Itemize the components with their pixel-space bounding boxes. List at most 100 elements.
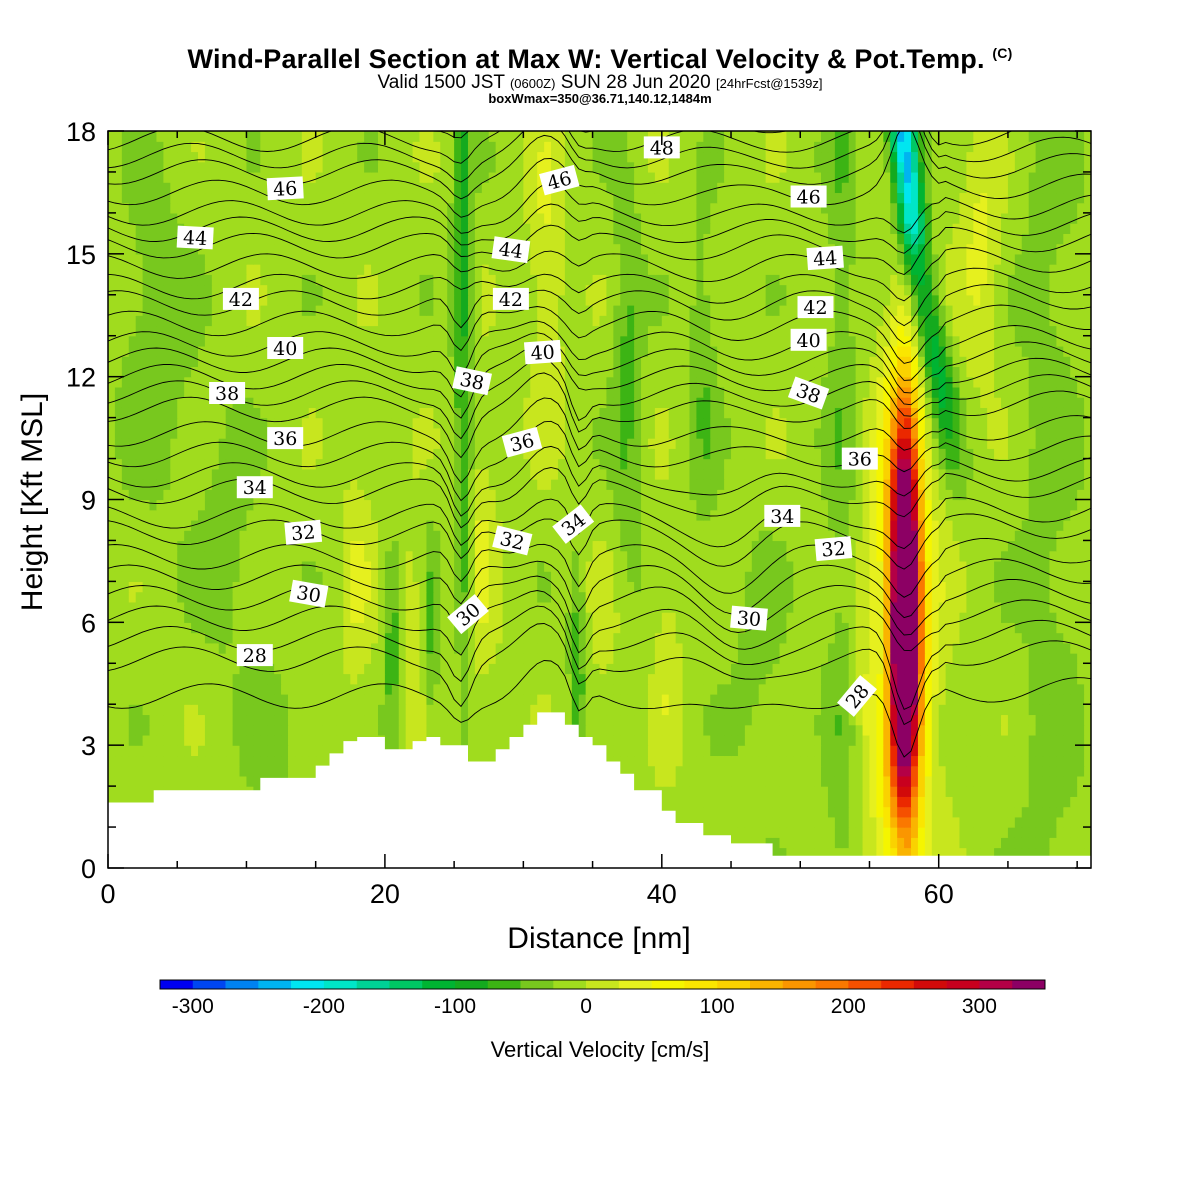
field-cell bbox=[848, 734, 857, 746]
field-cell bbox=[876, 837, 884, 849]
field-cell bbox=[287, 745, 296, 757]
field-cell bbox=[391, 591, 400, 603]
field-cell bbox=[557, 673, 566, 685]
field-cell bbox=[377, 581, 386, 593]
field-cell bbox=[827, 806, 836, 818]
field-cell bbox=[1063, 755, 1071, 767]
field-cell bbox=[834, 509, 843, 521]
field-cell bbox=[225, 724, 234, 736]
field-cell bbox=[149, 724, 158, 736]
field-cell bbox=[1077, 837, 1085, 849]
field-cell bbox=[758, 724, 767, 736]
field-cell bbox=[807, 601, 815, 613]
field-cell bbox=[641, 653, 649, 664]
field-cell bbox=[1042, 622, 1051, 634]
field-cell bbox=[557, 509, 566, 521]
field-cell bbox=[945, 755, 954, 767]
field-cell bbox=[481, 581, 490, 593]
field-cell bbox=[1070, 693, 1078, 705]
field-cell bbox=[613, 653, 621, 664]
field-cell bbox=[668, 622, 677, 634]
field-cell bbox=[661, 581, 670, 593]
field-cell bbox=[509, 571, 518, 582]
field-cell bbox=[917, 745, 926, 757]
field-cell bbox=[121, 745, 130, 757]
field-cell bbox=[1021, 816, 1030, 828]
field-cell bbox=[1035, 540, 1044, 552]
field-cell bbox=[1014, 704, 1023, 716]
field-cell bbox=[1084, 796, 1091, 808]
field-cell bbox=[661, 653, 670, 664]
chart-subtitle-box: boxWmax=350@36.71,140.12,1484m bbox=[488, 91, 712, 106]
field-cell bbox=[786, 601, 794, 613]
field-cell bbox=[287, 673, 296, 685]
field-cell bbox=[350, 663, 358, 675]
field-cell bbox=[350, 560, 358, 572]
field-cell bbox=[412, 693, 421, 705]
field-cell bbox=[135, 519, 144, 531]
field-cell bbox=[108, 714, 116, 726]
field-cell bbox=[675, 622, 684, 634]
field-cell bbox=[405, 591, 414, 603]
field-cell bbox=[211, 693, 220, 705]
field-cell bbox=[848, 560, 857, 572]
field-cell bbox=[737, 581, 746, 593]
field-cell bbox=[1007, 560, 1016, 572]
field-cell bbox=[731, 745, 739, 757]
field-cell bbox=[260, 622, 268, 634]
field-cell bbox=[384, 519, 393, 531]
field-cell bbox=[980, 693, 988, 705]
field-cell bbox=[350, 683, 358, 695]
field-cell bbox=[516, 612, 524, 623]
field-cell bbox=[841, 601, 850, 613]
field-cell bbox=[218, 622, 227, 634]
field-cell bbox=[911, 837, 919, 849]
field-cell bbox=[516, 714, 524, 726]
field-cell bbox=[343, 519, 351, 531]
field-cell bbox=[371, 622, 379, 634]
field-cell bbox=[281, 642, 289, 654]
field-cell bbox=[149, 755, 158, 767]
field-cell bbox=[433, 673, 441, 685]
field-cell bbox=[537, 663, 545, 675]
field-cell bbox=[682, 734, 691, 746]
field-cell bbox=[945, 519, 954, 531]
field-cell bbox=[495, 724, 504, 736]
field-cell bbox=[170, 653, 178, 664]
field-cell bbox=[481, 714, 490, 726]
field-cell bbox=[211, 581, 220, 593]
field-cell bbox=[634, 632, 642, 644]
field-cell bbox=[1035, 581, 1044, 593]
field-cell bbox=[869, 571, 877, 582]
field-cell bbox=[959, 796, 967, 808]
field-cell bbox=[315, 560, 324, 572]
field-cell bbox=[384, 642, 393, 654]
field-cell bbox=[634, 571, 642, 582]
field-cell bbox=[481, 530, 490, 542]
field-cell bbox=[751, 724, 760, 736]
field-cell bbox=[177, 591, 185, 603]
field-cell bbox=[149, 591, 158, 603]
field-cell bbox=[772, 663, 781, 675]
field-cell bbox=[426, 550, 434, 562]
field-cell bbox=[786, 560, 794, 572]
field-cell bbox=[627, 734, 635, 746]
field-cell bbox=[654, 704, 663, 716]
field-cell bbox=[1001, 663, 1009, 675]
field-cell bbox=[211, 530, 220, 542]
field-cell bbox=[1001, 571, 1009, 582]
field-cell bbox=[827, 693, 836, 705]
field-cell bbox=[343, 612, 351, 623]
field-cell bbox=[758, 683, 767, 695]
field-cell bbox=[599, 704, 608, 716]
field-cell bbox=[204, 632, 213, 644]
field-cell bbox=[751, 540, 760, 552]
field-cell bbox=[966, 663, 974, 675]
field-cell bbox=[897, 509, 905, 521]
field-cell bbox=[426, 571, 434, 582]
field-cell bbox=[973, 693, 981, 705]
field-cell bbox=[973, 827, 981, 838]
field-cell bbox=[537, 632, 545, 644]
field-cell bbox=[890, 663, 898, 675]
field-cell bbox=[786, 714, 794, 726]
